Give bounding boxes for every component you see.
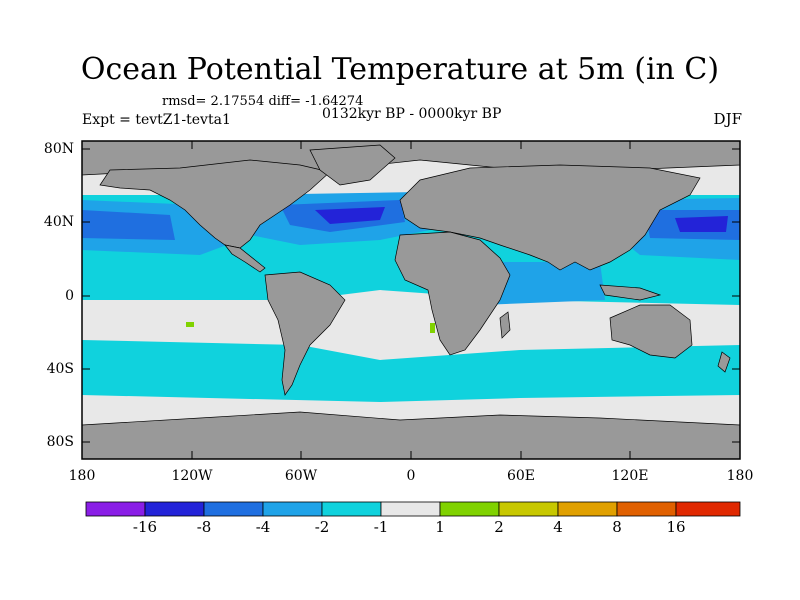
land-masses <box>81 140 741 460</box>
colorbar-label: -8 <box>196 518 212 536</box>
colorbar-label: 1 <box>435 518 445 536</box>
chart-title: Ocean Potential Temperature at 5m (in C) <box>80 52 720 87</box>
y-tick-label: 40N <box>43 214 74 230</box>
y-tick-label: 80S <box>46 434 74 450</box>
colorbar-bin <box>498 501 559 517</box>
colorbar-bin <box>262 501 323 517</box>
x-tick-label: 0 <box>406 468 416 484</box>
colorbar-bin <box>380 501 441 517</box>
colorbar-label: 2 <box>494 518 504 536</box>
colorbar-label: -16 <box>132 518 158 536</box>
y-ticks <box>82 148 740 443</box>
x-tick-label: 180 <box>726 468 754 484</box>
colorbar-label: -1 <box>373 518 389 536</box>
colorbar-bin <box>144 501 205 517</box>
experiment-label: Expt = tevtZ1-tevta1 <box>82 112 231 128</box>
colorbar-bin <box>616 501 677 517</box>
colorbar <box>85 501 741 517</box>
colorbar-label: 16 <box>666 518 686 536</box>
colorbar-label: 8 <box>612 518 622 536</box>
y-tick-label: 80N <box>43 141 74 157</box>
colorbar-label: -2 <box>314 518 330 536</box>
x-tick-label: 60E <box>506 468 536 484</box>
colorbar-bin <box>321 501 382 517</box>
colorbar-label: -4 <box>255 518 271 536</box>
season-label: DJF <box>713 110 742 128</box>
colorbar-label: 4 <box>553 518 563 536</box>
x-tick-label: 60W <box>284 468 318 484</box>
x-tick-label: 120E <box>611 468 649 484</box>
y-tick-label: 40S <box>46 361 74 377</box>
stats-label: rmsd= 2.17554 diff= -1.64274 <box>162 94 364 109</box>
colorbar-bin <box>557 501 618 517</box>
colorbar-bin <box>675 501 741 517</box>
colorbar-bin <box>203 501 264 517</box>
x-ticks <box>81 141 741 459</box>
period-label: 0132kyr BP - 0000kyr BP <box>322 106 502 122</box>
colorbar-bin <box>85 501 146 517</box>
y-tick-label: 0 <box>65 288 74 304</box>
colorbar-bin <box>439 501 500 517</box>
x-tick-label: 180 <box>68 468 96 484</box>
x-tick-label: 120W <box>171 468 213 484</box>
